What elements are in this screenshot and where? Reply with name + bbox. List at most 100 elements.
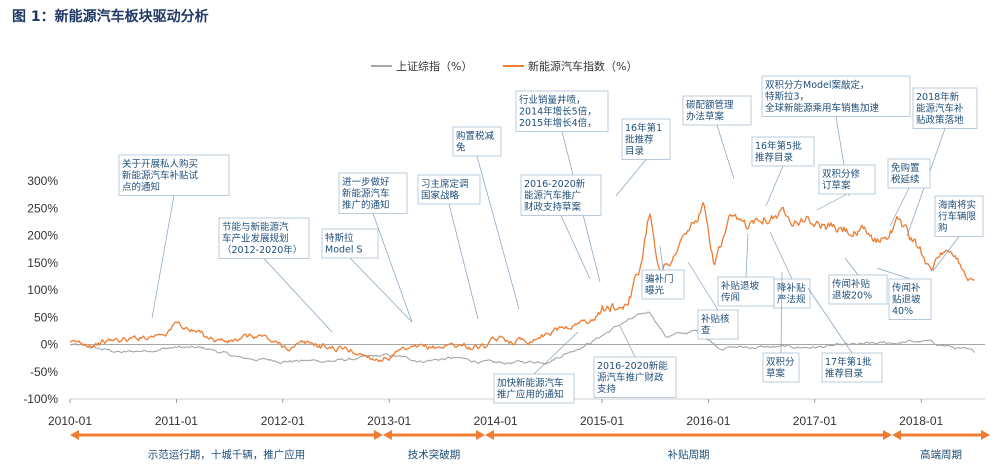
annotation-text: 传闻补 (892, 282, 921, 294)
annotation-text: 2015年增长4倍， (519, 117, 597, 129)
annotation-box (493, 373, 575, 404)
annotation-leader-line (619, 325, 636, 358)
annotation-text: 能源汽车补 (916, 103, 964, 115)
annotation-text: 购 (938, 222, 948, 234)
annotation-text: 行车辆限 (938, 211, 977, 223)
annotation-leader-line (932, 236, 960, 272)
annotation-leader-line (659, 245, 664, 271)
y-tick-label: -100% (23, 392, 58, 406)
annotation-box (520, 174, 602, 216)
annotation-leader-line (560, 215, 591, 280)
annotation-text: 传闻 (721, 292, 740, 304)
x-tick-label: 2014-01 (474, 414, 518, 428)
annotation-box (593, 356, 677, 398)
annotation-text: 能源汽车推广 (524, 190, 581, 202)
period-arrow-right-head (476, 430, 485, 440)
annotation-text: 传闻补贴 (832, 278, 871, 290)
annotation-text: 免购置 (891, 162, 920, 174)
y-tick-label: -50% (30, 365, 58, 379)
annotation-text: 点的通知 (122, 181, 160, 193)
annotation-box (761, 75, 911, 117)
annotation-box (828, 274, 888, 305)
x-tick-label: 2017-01 (793, 414, 837, 428)
annotation-text: 曝光 (645, 285, 665, 297)
annotation-box (218, 217, 310, 259)
series-lines (69, 202, 975, 365)
x-tick-label: 2015-01 (580, 414, 624, 428)
period-arrow-right-head (374, 430, 383, 440)
legend: 上证综指（%） 新能源汽车指数（%） (371, 59, 637, 73)
annotation-leader-line (151, 195, 175, 319)
y-tick-label: 150% (27, 256, 58, 270)
x-tick-label: 2013-01 (367, 414, 411, 428)
series-line-shanghai-composite (69, 311, 975, 365)
annotation-text: 16年第1 (625, 122, 662, 134)
annotation-text: 贴政策落地 (916, 114, 964, 126)
annotation-leader-line (687, 261, 719, 311)
annotation-text: 财政支持草案 (524, 201, 582, 213)
annotation-box (697, 309, 739, 340)
annotation-text: 推荐目录 (755, 152, 794, 164)
annotation-leader-line (615, 159, 647, 197)
x-tick-label: 2012-01 (261, 414, 305, 428)
annotation-text: 进一步做好 (342, 176, 390, 188)
annotation-text: 购置税减 (456, 130, 495, 142)
annotation-leader-line (816, 193, 848, 211)
annotation-text: 草案 (766, 368, 786, 380)
period-label: 技术突破期 (408, 448, 461, 461)
annotation-text: 双积分方Model案敲定， (765, 79, 870, 91)
annotation-text: 免 (456, 142, 466, 154)
x-tick-label: 2018-01 (899, 414, 943, 428)
annotation-text: 补贴退坡 (721, 280, 760, 292)
annotation-text: （2012-2020年） (222, 244, 302, 256)
annotation-text: 骗补门 (645, 273, 674, 285)
annotation-box (934, 195, 984, 237)
y-tick-label: 0% (41, 338, 59, 352)
annotation-text: 支持 (597, 383, 617, 395)
annotation-leader-line (807, 287, 853, 354)
annotation-text: 碳配额管理 (686, 99, 734, 111)
annotation-text: Model S (325, 245, 363, 256)
annotation-box (641, 269, 685, 300)
annotation-text: 2018年新 (916, 91, 960, 103)
annotation-text: 订草案 (822, 180, 851, 192)
x-tick-label: 2010-01 (48, 414, 92, 428)
annotation-box (118, 154, 230, 196)
period-timeline: 示范运行期，十城千辆，推广应用 技术突破期 补贴周期 高端周期 (70, 430, 990, 461)
annotation-box (887, 158, 931, 189)
annotation-leader-line (889, 187, 910, 227)
annotation-text: 目录 (625, 146, 645, 157)
annotation-leader-line (448, 203, 479, 320)
annotation-leader-line (476, 155, 520, 310)
annotation-box (821, 352, 883, 383)
annotation-box (888, 278, 932, 320)
annotation-text: 国家战略 (421, 190, 460, 202)
period-label: 高端周期 (920, 448, 962, 461)
figure-title: 图 1：新能源汽车板块驱动分析 (12, 9, 209, 25)
annotation-text: 新能源汽车 (342, 188, 390, 200)
annotation-text: 2016-2020新 (524, 178, 586, 190)
x-tick-label: 2011-01 (155, 414, 198, 428)
period-label: 补贴周期 (668, 448, 710, 461)
annotation-box (452, 126, 502, 157)
annotation-text: 特斯拉 (325, 232, 354, 244)
annotation-leader-line (769, 231, 793, 280)
annotation-text: 补贴核 (701, 313, 730, 325)
annotation-text: 17年第1批 (825, 356, 872, 368)
annotation-leader-line (780, 271, 783, 354)
annotation-leader-line (876, 267, 911, 280)
annotation-text: 关于开展私人购买 (122, 158, 198, 170)
annotation-text: 40% (892, 306, 913, 317)
annotation-box (338, 172, 408, 214)
annotation-text: 税延续 (891, 174, 920, 186)
y-tick-label: 100% (27, 283, 58, 297)
period-label: 示范运行期，十城千辆，推广应用 (148, 448, 306, 461)
period-arrow-right-head (883, 430, 892, 440)
annotation-box (912, 87, 978, 129)
annotation-box (751, 136, 815, 167)
annotation-text: 新能源汽车补贴试 (122, 170, 199, 182)
annotation-box (321, 228, 379, 259)
annotation-box (682, 95, 752, 126)
annotation-text: 源汽车推广财政 (597, 372, 664, 384)
